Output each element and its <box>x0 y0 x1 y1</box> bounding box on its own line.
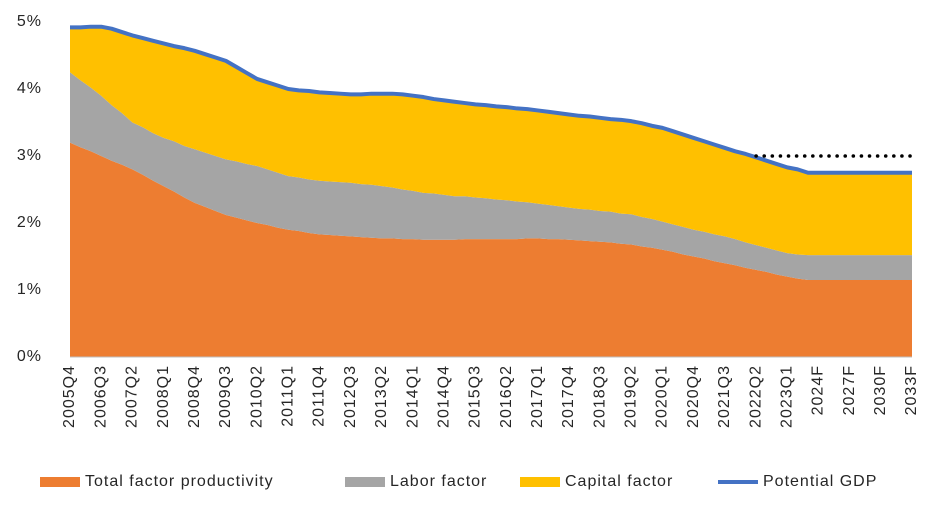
x-tick-label: 2009Q3 <box>217 365 234 428</box>
legend-label: Potential GDP <box>763 473 877 490</box>
legend-label: Total factor productivity <box>85 473 274 490</box>
x-tick-label: 2020Q1 <box>654 365 671 428</box>
x-tick-label: 2012Q3 <box>342 365 359 428</box>
area <box>70 142 912 357</box>
x-tick-label: 2020Q4 <box>685 365 702 428</box>
x-tick-label: 2008Q1 <box>155 365 172 428</box>
x-tick-label: 2007Q2 <box>124 365 141 428</box>
line <box>70 24 912 175</box>
y-tick-label: 4% <box>17 80 42 97</box>
x-tick-label: 2021Q3 <box>716 365 733 428</box>
y-tick-label: 0% <box>17 348 42 365</box>
legend-label: Capital factor <box>565 473 673 490</box>
legend-label: Labor factor <box>390 473 487 490</box>
x-tick-label: 2017Q4 <box>560 365 577 428</box>
legend-swatch <box>345 477 385 487</box>
x-tick-label: 2014Q1 <box>404 365 421 428</box>
x-tick-label: 2011Q1 <box>280 365 297 427</box>
x-tick-label: 2027F <box>841 365 858 415</box>
x-tick-label: 2015Q3 <box>467 365 484 428</box>
x-tick-label: 2019Q2 <box>623 365 640 428</box>
x-tick-label: 2018Q3 <box>591 365 608 428</box>
x-tick-label: 2008Q4 <box>186 365 203 428</box>
x-tick-label: 2013Q2 <box>373 365 390 428</box>
y-tick-label: 3% <box>17 147 42 164</box>
x-tick-label: 2011Q4 <box>311 365 328 427</box>
legend-swatch <box>520 477 560 487</box>
x-tick-label: 2033F <box>903 365 920 415</box>
area <box>70 72 912 280</box>
x-tick-label: 2023Q1 <box>778 365 795 428</box>
x-tick-label: 2006Q3 <box>92 365 109 428</box>
x-tick-label: 2030F <box>872 365 889 415</box>
x-tick-label: 2017Q1 <box>529 365 546 428</box>
x-tick-label: 2014Q4 <box>435 365 452 428</box>
x-tick-label: 2024F <box>810 365 827 415</box>
x-tick-label: 2010Q2 <box>248 365 265 428</box>
legend-swatch <box>40 477 80 487</box>
y-tick-label: 5% <box>17 13 42 30</box>
x-tick-label: 2022Q2 <box>747 365 764 428</box>
area <box>70 26 912 256</box>
y-tick-label: 1% <box>17 281 42 298</box>
x-tick-label: 2005Q4 <box>61 365 78 428</box>
x-tick-label: 2016Q2 <box>498 365 515 428</box>
y-tick-label: 2% <box>17 214 42 231</box>
